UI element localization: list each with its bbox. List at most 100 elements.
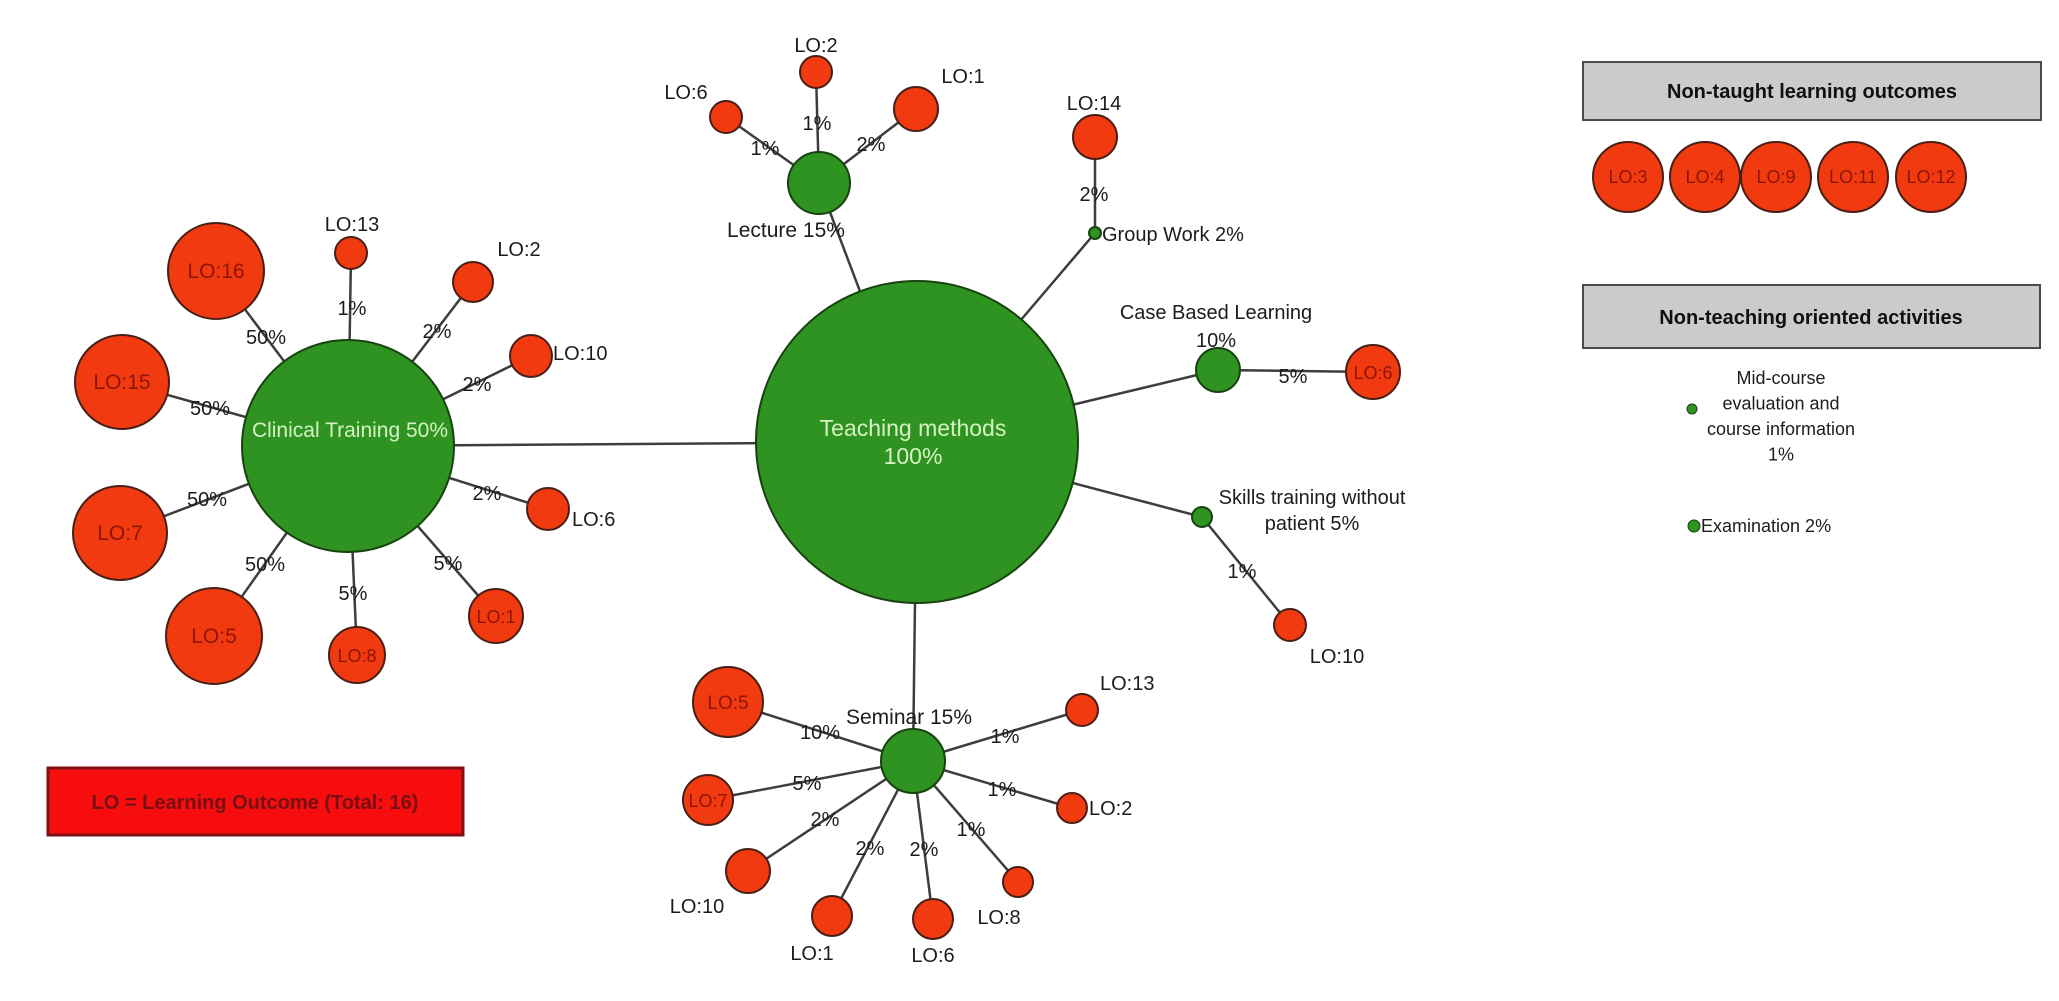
node-b6 (1345, 344, 1401, 400)
node-m8 (1002, 866, 1034, 898)
edge-pct-lec-l2: 1% (803, 113, 832, 135)
node-label-lec: Lecture 15% (727, 219, 845, 242)
node-label-c5: LO:5 (191, 625, 237, 648)
edge-pct-sk-s10: 1% (1228, 561, 1257, 583)
edge-pct-sem-m10: 2% (811, 809, 840, 831)
node-label-sk: Skills training without (1219, 487, 1406, 509)
node-label-m2: LO:2 (1089, 798, 1132, 820)
legend-rect (46, 766, 465, 837)
non-taught-label: LO:9 (1756, 167, 1795, 187)
node-label-b6: LO:6 (1353, 363, 1392, 383)
non-taught-label: LO:3 (1608, 167, 1647, 187)
node-l6 (709, 100, 743, 134)
edge-sem-m7 (707, 759, 914, 802)
non-taught-label: LO:12 (1906, 167, 1955, 187)
edge-pct-cbl-b6: 5% (1279, 366, 1308, 388)
edge-pct-sem-m6: 2% (910, 839, 939, 861)
node-label-tm: 100% (884, 443, 943, 469)
node-label-l6: LO:6 (664, 82, 707, 104)
node-label-m6: LO:6 (911, 945, 954, 967)
node-label-m10: LO:10 (670, 896, 724, 918)
node-label-m7: LO:7 (688, 791, 727, 811)
node-label-tm: Teaching methods (820, 415, 1007, 441)
node-ct (241, 339, 455, 553)
node-gw (1088, 226, 1102, 240)
node-c10 (509, 334, 553, 378)
edge-pct-ct-c7: 50% (187, 489, 227, 511)
node-tm (755, 280, 1079, 604)
edge-pct-sem-m13: 1% (991, 726, 1020, 748)
node-l2 (799, 55, 833, 89)
non-teaching-activities: Mid-course evaluation and course informati… (1686, 368, 1855, 536)
node-s10 (1273, 608, 1307, 642)
node-label-sem: Seminar 15% (846, 706, 972, 729)
node-m13 (1065, 693, 1099, 727)
activity-label-mid-course-evaluation: 1% (1768, 445, 1794, 465)
edge-pct-ct-c10: 2% (463, 374, 492, 396)
node-m10 (725, 848, 771, 894)
non-teaching-header-box (1582, 284, 2041, 349)
edge-pct-ct-c5: 50% (245, 554, 285, 576)
node-label-c8: LO:8 (337, 646, 376, 666)
node-label-l2: LO:2 (794, 35, 837, 57)
edge-pct-sem-m8: 1% (957, 819, 986, 841)
edge-pct-ct-c13: 1% (338, 298, 367, 320)
node-label-m1: LO:1 (790, 943, 833, 965)
edge-pct-lec-l6: 1% (751, 138, 780, 160)
non-taught-header-box (1582, 61, 2042, 121)
non-taught-label: LO:4 (1685, 167, 1724, 187)
node-c1 (468, 588, 524, 644)
edge-pct-sem-m5: 10% (800, 722, 840, 744)
node-lec (787, 151, 851, 215)
node-c2 (452, 261, 494, 303)
panel-non-taught: Non-taught learning outcomes LO:3 LO:4 LO:… (1582, 61, 2042, 213)
node-label-c1: LO:1 (476, 607, 515, 627)
node-c16 (167, 222, 265, 320)
edge-pct-ct-c6: 2% (473, 483, 502, 505)
edge-pct-sem-m2: 1% (988, 779, 1017, 801)
node-c6 (526, 487, 570, 531)
node-label-m13: LO:13 (1100, 673, 1154, 695)
node-c15 (74, 334, 170, 430)
node-label-s10: LO:10 (1310, 646, 1364, 668)
node-m5 (692, 666, 764, 738)
node-c5 (165, 587, 263, 685)
non-taught-title: Non-taught learning outcomes (1667, 81, 1957, 103)
node-label-c13: LO:13 (325, 214, 379, 236)
non-taught-circle-lo9 (1740, 141, 1812, 213)
node-label-c10: LO:10 (553, 343, 607, 365)
node-label-c16: LO:16 (187, 260, 244, 283)
non-teaching-title: Non-teaching oriented activities (1659, 307, 1962, 329)
edge-pct-ct-c2: 2% (423, 321, 452, 343)
non-taught-circle-lo11 (1817, 141, 1889, 213)
node-label-c7: LO:7 (97, 522, 143, 545)
node-label-g14: LO:14 (1067, 93, 1121, 115)
edge-pct-ct-c15: 50% (190, 398, 230, 420)
node-m2 (1056, 792, 1088, 824)
edge-pct-sem-m1: 2% (856, 838, 885, 860)
edge-sem-m10 (747, 759, 914, 873)
node-label-c2: LO:2 (497, 239, 540, 261)
node-label-gw: Group Work 2% (1102, 224, 1244, 246)
edge-pct-sem-m7: 5% (793, 773, 822, 795)
activity-label-mid-course-evaluation: evaluation and (1722, 394, 1839, 414)
edge-pct-ct-c16: 50% (246, 327, 286, 349)
node-label-cbl: Case Based Learning (1120, 302, 1312, 324)
edge-pct-lec-l1: 2% (857, 134, 886, 156)
activity-dot-examination (1687, 519, 1701, 533)
edge-pct-ct-c8: 5% (339, 583, 368, 605)
activity-label-examination: Examination 2% (1701, 516, 1831, 536)
node-sem (880, 728, 946, 794)
node-label-cbl: 10% (1196, 330, 1236, 352)
legend-label: LO = Learning Outcome (Total: 16) (92, 792, 419, 814)
panel-non-teaching: Non-teaching oriented activities Mid-cou… (1582, 284, 2041, 536)
node-m7 (682, 774, 734, 826)
node-cbl (1195, 347, 1241, 393)
node-layer (72, 55, 1401, 940)
node-label-m5: LO:5 (707, 693, 748, 714)
node-label-ct: Clinical Training 50% (252, 419, 448, 442)
node-l1 (893, 86, 939, 132)
